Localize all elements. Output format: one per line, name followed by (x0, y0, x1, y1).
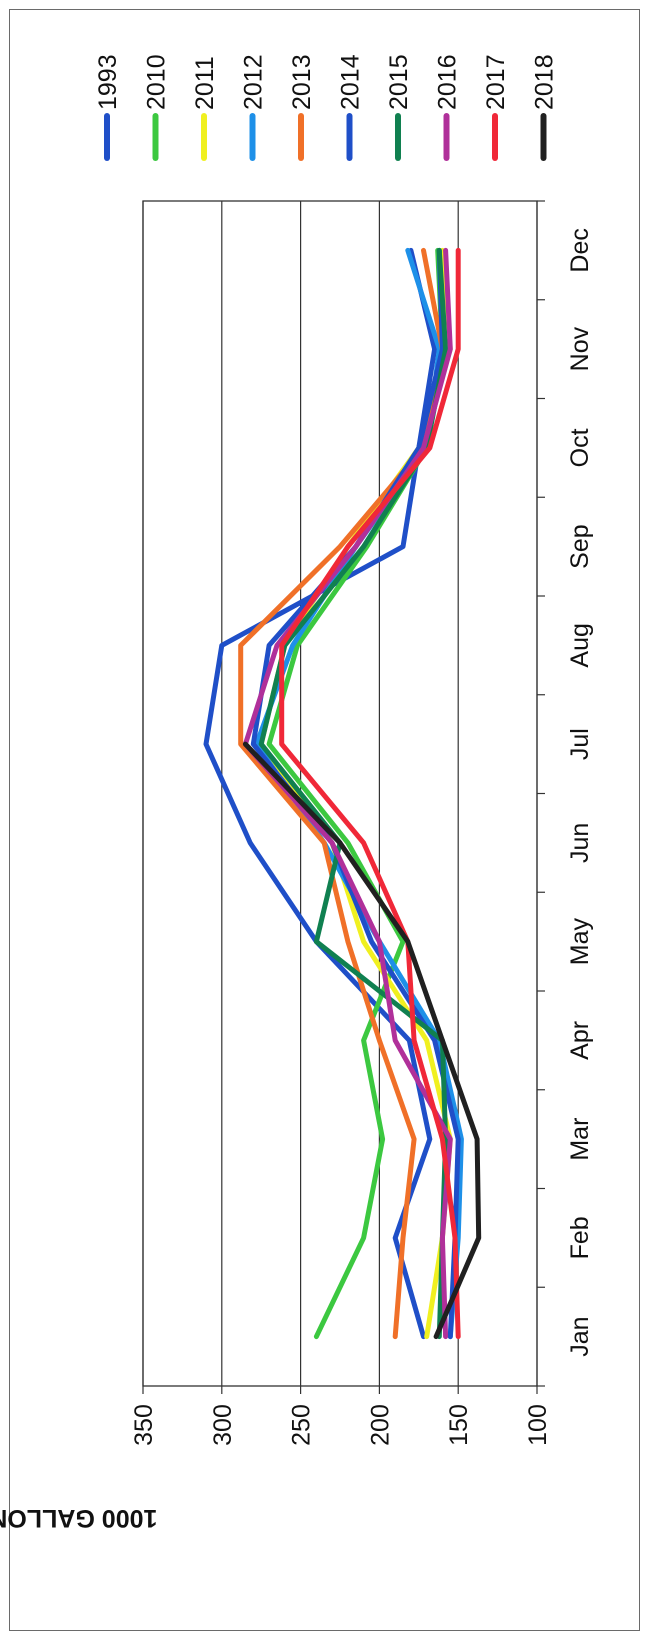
series-line-2016 (242, 247, 453, 1340)
legend-label-2013: 2013 (288, 54, 316, 110)
legend-label-2016: 2016 (434, 54, 462, 110)
y-tick-label: 200 (366, 1404, 394, 1446)
series-line-2017 (279, 247, 461, 1340)
legend-label-2015: 2015 (385, 54, 413, 110)
legend-label-2017: 2017 (482, 54, 510, 110)
y-tick-label: 350 (130, 1404, 158, 1446)
y-axis-label: 1000 GALLONS (0, 1504, 157, 1532)
x-tick-label: Aug (566, 623, 594, 667)
x-tick-label: Oct (566, 428, 594, 467)
legend-label-2011: 2011 (191, 56, 219, 110)
legend-label-2010: 2010 (143, 54, 171, 110)
x-tick-label: May (566, 918, 594, 966)
legend: 1993 2010 2011 2012 2013 2014 2015 2016 2017 2018 (94, 54, 559, 161)
legend-label-2018: 2018 (531, 54, 559, 110)
x-tick-label: Jan (566, 1316, 594, 1356)
x-tick-label: Dec (566, 228, 594, 272)
y-tick-label: 250 (288, 1404, 316, 1446)
series-line-2013 (238, 247, 445, 1340)
x-tick-label: Jul (566, 728, 594, 760)
x-tick-label: Mar (566, 1118, 594, 1161)
x-tick-label: Apr (566, 1021, 594, 1060)
legend-label-2014: 2014 (337, 54, 365, 110)
legend-label-2012: 2012 (240, 54, 268, 110)
series-line-2018 (242, 741, 482, 1340)
y-tick-label: 150 (445, 1404, 473, 1446)
x-tick-label: Jun (566, 823, 594, 863)
x-tick-label: Sep (566, 524, 594, 568)
legend-label-1993: 1993 (94, 54, 122, 110)
axis-layer: 100 150 200 250 300 350 Jan Feb Mar Apr May Jun Jul A… (130, 200, 594, 1446)
y-tick-label: 100 (524, 1404, 552, 1446)
x-tick-label: Feb (566, 1216, 594, 1259)
series-layer (203, 247, 482, 1340)
y-tick-label: 300 (209, 1404, 237, 1446)
chart-frame (9, 9, 640, 1631)
x-tick-label: Nov (566, 326, 594, 371)
